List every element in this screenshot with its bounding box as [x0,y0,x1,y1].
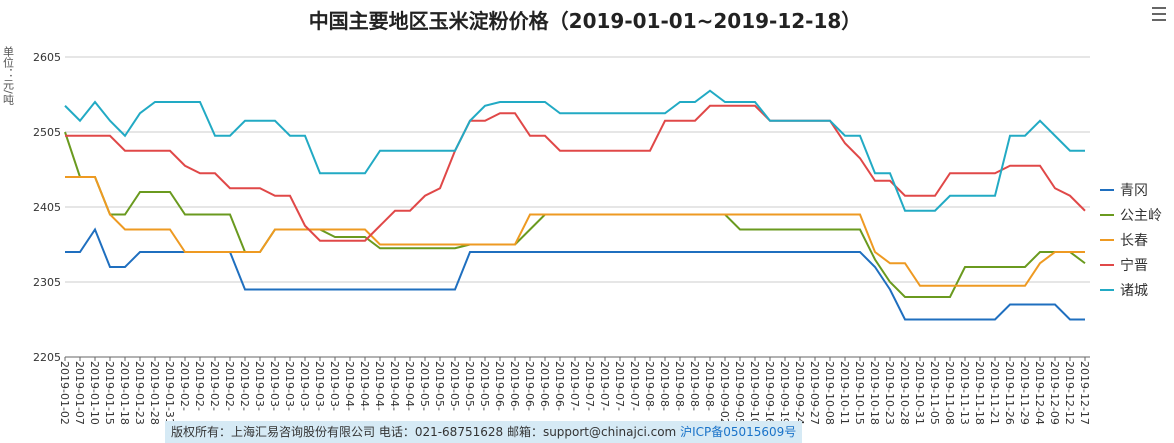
x-tick-label: 2019-08- [643,361,656,411]
x-tick-label: 2019-03- [328,361,341,411]
y-tick-label: 2305 [33,276,61,289]
x-tick-label: 2019-02- [193,361,206,411]
x-tick-label: 2019-01-07 [73,361,86,425]
legend-label: 公主岭 [1120,208,1162,224]
x-tick-label: 2019-05- [433,361,446,411]
x-tick-label: 2019-02- [208,361,221,411]
x-tick-label: 2019-10-18 [868,361,881,425]
x-tick-label: 2019-08- [688,361,701,411]
x-tick-label: 2019-06- [523,361,536,411]
y-tick-label: 2405 [33,201,61,214]
x-tick-label: 2019-03- [283,361,296,411]
x-tick-label: 2019-02- [178,361,191,411]
x-tick-label: 2019-11-21 [988,361,1001,425]
x-tick-label: 2019-08- [703,361,716,411]
x-tick-label: 2019-09-02 [718,361,731,425]
y-tick-label: 2205 [33,351,61,364]
x-tick-label: 2019-01-10 [88,361,101,425]
x-tick-label: 2019-03- [313,361,326,411]
legend-label: 诸城 [1120,283,1148,299]
x-tick-label: 2019-04- [388,361,401,411]
x-tick-label: 2019-06- [538,361,551,411]
x-tick-label: 2019-11-29 [1018,361,1031,425]
x-tick-label: 2019-01-28 [148,361,161,425]
x-tick-label: 2019-07- [568,361,581,411]
x-tick-label: 2019-11-13 [958,361,971,425]
icp-link[interactable]: 沪ICP备05015609号 [680,425,797,439]
x-tick-label: 2019-01-23 [133,361,146,425]
legend-label: 长春 [1120,233,1148,249]
y-tick-label: 2605 [33,51,61,64]
x-tick-label: 2019-01-02 [58,361,71,425]
x-tick-label: 2019-01-15 [103,361,116,425]
x-tick-label: 2019-05- [448,361,461,411]
x-tick-label: 2019-11-08 [943,361,956,425]
menu-icon[interactable] [1152,7,1166,21]
y-axis-label: 单位：元/吨 [2,46,15,105]
x-tick-label: 2019-12-04 [1033,361,1046,425]
footer: 版权所有：上海汇易咨询股份有限公司 电话：021-68751628 邮箱：sup… [165,421,803,443]
x-tick-label: 2019-09-19 [778,361,791,425]
x-tick-label: 2019-05- [418,361,431,411]
x-tick-label: 2019-07- [583,361,596,411]
x-tick-label: 2019-04- [358,361,371,411]
x-tick-label: 2019-10-15 [853,361,866,425]
series-line [65,176,1085,287]
x-tick-label: 2019-05- [478,361,491,411]
x-tick-label: 2019-09-27 [808,361,821,425]
x-tick-label: 2019-10-11 [838,361,851,425]
legend-label: 青冈 [1120,183,1148,199]
x-tick-label: 2019-09-24 [793,361,806,425]
x-tick-label: 2019-11-18 [973,361,986,425]
x-tick-label: 2019-06- [493,361,506,411]
x-tick-label: 2019-07- [613,361,626,411]
x-tick-label: 2019-01-18 [118,361,131,425]
chart-title: 中国主要地区玉米淀粉价格（2019-01-01~2019-12-18） [309,9,862,33]
x-tick-label: 2019-03- [253,361,266,411]
x-tick-label: 2019-12-09 [1048,361,1061,425]
x-tick-label: 2019-08- [673,361,686,411]
x-tick-label: 2019-10-31 [913,361,926,425]
x-tick-label: 2019-11-05 [928,361,941,425]
x-tick-label: 2019-04- [403,361,416,411]
series-line [65,227,1085,321]
x-tick-label: 2019-10-28 [898,361,911,425]
y-tick-label: 2505 [33,126,61,139]
x-tick-label: 2019-07- [628,361,641,411]
series-line [65,104,1086,242]
x-tick-label: 2019-04- [343,361,356,411]
x-tick-label: 2019-03- [298,361,311,411]
x-tick-label: 2019-02- [223,361,236,411]
footer-text: 版权所有：上海汇易咨询股份有限公司 电话：021-68751628 邮箱：sup… [171,425,677,439]
x-tick-label: 2019-10-08 [823,361,836,425]
x-tick-label: 2019-07- [598,361,611,411]
x-tick-label: 2019-12-12 [1063,361,1076,425]
x-tick-label: 2019-09-05 [733,361,746,425]
x-tick-label: 2019-10-23 [883,361,896,425]
x-tick-label: 2019-06- [553,361,566,411]
x-tick-label: 2019-09-16 [763,361,776,425]
x-tick-label: 2019-11-26 [1003,361,1016,425]
x-tick-label: 2019-05- [463,361,476,411]
x-tick-label: 2019-08- [658,361,671,411]
x-tick-label: 2019-03- [268,361,281,411]
x-tick-label: 2019-12-17 [1078,361,1091,425]
x-tick-label: 2019-04- [373,361,386,411]
legend-label: 宁晋 [1120,257,1148,274]
x-tick-label: 2019-06- [508,361,521,411]
series-line [64,89,1085,212]
x-tick-label: 2019-02- [238,361,251,411]
x-tick-label: 2019-01-31 [163,361,176,425]
x-tick-label: 2019-09-10 [748,361,761,425]
